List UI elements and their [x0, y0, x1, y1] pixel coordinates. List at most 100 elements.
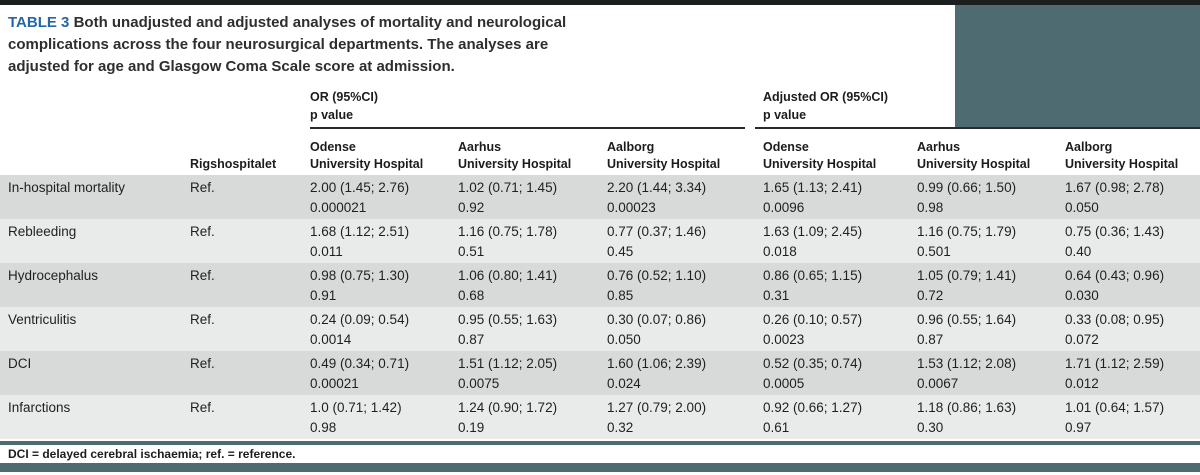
or-ci-p-cell: 0.52 (0.35; 0.74) 0.0005	[755, 351, 909, 394]
ref-cell: Ref.	[190, 180, 215, 195]
or-value: 1.06 (0.80; 1.41)	[458, 268, 558, 283]
p-value: 0.012	[1065, 376, 1099, 391]
p-value: 0.018	[763, 244, 797, 259]
p-value: 0.0075	[458, 376, 500, 391]
or-value: 1.18 (0.86; 1.63)	[917, 400, 1017, 415]
column-header-aalborg-unadjusted: Aalborg University Hospital	[607, 140, 721, 171]
footnote-top-rule	[0, 441, 1200, 445]
or-ci-p-cell: 1.51 (1.12; 2.05) 0.0075	[450, 351, 599, 394]
row-label: Rebleeding	[8, 224, 77, 239]
or-ci-p-cell: 0.96 (0.55; 1.64) 0.87	[909, 307, 1057, 350]
column-header-odense-unadjusted: Odense University Hospital	[310, 140, 424, 171]
p-value: 0.98	[917, 200, 944, 215]
or-ci-p-cell: 1.68 (1.12; 2.51) 0.011	[302, 219, 450, 262]
p-value: 0.91	[310, 288, 337, 303]
column-header-aalborg-adjusted: Aalborg University Hospital	[1065, 140, 1179, 171]
p-value: 0.050	[1065, 200, 1099, 215]
caption-line-3: adjusted for age and Glasgow Coma Scale …	[8, 58, 455, 75]
row-label: Infarctions	[8, 400, 71, 415]
p-value: 0.31	[763, 288, 790, 303]
p-value: 0.00023	[607, 200, 656, 215]
or-ci-p-cell: 1.27 (0.79; 2.00) 0.32	[599, 395, 755, 438]
or-value: 1.63 (1.09; 2.45)	[763, 224, 863, 239]
ref-cell: Ref.	[190, 400, 215, 415]
or-value: 0.26 (0.10; 0.57)	[763, 312, 863, 327]
p-value: 0.98	[310, 420, 337, 435]
p-value: 0.40	[1065, 244, 1092, 259]
table-caption: TABLE 3 Both unadjusted and adjusted ana…	[8, 12, 608, 78]
or-value: 0.64 (0.43; 0.96)	[1065, 268, 1165, 283]
or-value: 0.75 (0.36; 1.43)	[1065, 224, 1165, 239]
or-ci-p-cell: 0.33 (0.08; 0.95) 0.072	[1057, 307, 1200, 350]
p-value: 0.45	[607, 244, 634, 259]
column-header-rigshospitalet: Rigshospitalet	[190, 157, 277, 171]
or-value: 1.60 (1.06; 2.39)	[607, 356, 707, 371]
or-ci-p-cell: 0.24 (0.09; 0.54) 0.0014	[302, 307, 450, 350]
p-value: 0.0023	[763, 332, 805, 347]
or-ci-p-cell: 0.30 (0.07; 0.86) 0.050	[599, 307, 755, 350]
or-value: 1.16 (0.75; 1.78)	[458, 224, 558, 239]
or-value: 1.16 (0.75; 1.79)	[917, 224, 1017, 239]
p-value: 0.0005	[763, 376, 805, 391]
or-value: 1.05 (0.79; 1.41)	[917, 268, 1017, 283]
table-row-infarctions: Infarctions Ref. 1.0 (0.71; 1.42) 0.98 1…	[0, 395, 1200, 439]
or-value: 1.01 (0.64; 1.57)	[1065, 400, 1165, 415]
or-ci-p-cell: 1.60 (1.06; 2.39) 0.024	[599, 351, 755, 394]
or-ci-p-cell: 1.16 (0.75; 1.79) 0.501	[909, 219, 1057, 262]
or-ci-p-cell: 1.71 (1.12; 2.59) 0.012	[1057, 351, 1200, 394]
or-ci-p-cell: 1.53 (1.12; 2.08) 0.0067	[909, 351, 1057, 394]
or-value: 0.30 (0.07; 0.86)	[607, 312, 707, 327]
or-value: 0.98 (0.75; 1.30)	[310, 268, 410, 283]
column-header-aarhus-adjusted: Aarhus University Hospital	[917, 140, 1031, 171]
or-value: 1.24 (0.90; 1.72)	[458, 400, 558, 415]
teal-accent-block	[955, 5, 1200, 127]
p-value: 0.97	[1065, 420, 1092, 435]
or-ci-p-cell: 1.63 (1.09; 2.45) 0.018	[755, 219, 909, 262]
or-value: 1.67 (0.98; 2.78)	[1065, 180, 1165, 195]
table-row-ventriculitis: Ventriculitis Ref. 0.24 (0.09; 0.54) 0.0…	[0, 307, 1200, 351]
p-value: 0.0067	[917, 376, 959, 391]
group-header-or: OR (95%CI) p value	[310, 88, 745, 129]
or-value: 0.92 (0.66; 1.27)	[763, 400, 863, 415]
row-label: Hydrocephalus	[8, 268, 99, 283]
p-value: 0.68	[458, 288, 485, 303]
p-value: 0.92	[458, 200, 485, 215]
footnote: DCI = delayed cerebral ischaemia; ref. =…	[8, 447, 296, 461]
p-value: 0.51	[458, 244, 485, 259]
or-ci-p-cell: 2.20 (1.44; 3.34) 0.00023	[599, 175, 755, 218]
table-row-dci: DCI Ref. 0.49 (0.34; 0.71) 0.00021 1.51 …	[0, 351, 1200, 395]
or-value: 1.0 (0.71; 1.42)	[310, 400, 402, 415]
or-value: 2.20 (1.44; 3.34)	[607, 180, 707, 195]
or-ci-p-cell: 1.01 (0.64; 1.57) 0.97	[1057, 395, 1200, 438]
or-ci-p-cell: 0.92 (0.66; 1.27) 0.61	[755, 395, 909, 438]
or-ci-p-cell: 1.67 (0.98; 2.78) 0.050	[1057, 175, 1200, 218]
or-ci-p-cell: 1.16 (0.75; 1.78) 0.51	[450, 219, 599, 262]
caption-line-1: Both unadjusted and adjusted analyses of…	[73, 14, 567, 31]
p-value: 0.501	[917, 244, 951, 259]
or-value: 0.95 (0.55; 1.63)	[458, 312, 558, 327]
table-row-in-hospital-mortality: In-hospital mortality Ref. 2.00 (1.45; 2…	[0, 175, 1200, 219]
p-value: 0.011	[310, 244, 343, 259]
p-value: 0.72	[917, 288, 944, 303]
or-value: 0.33 (0.08; 0.95)	[1065, 312, 1165, 327]
p-value: 0.30	[917, 420, 944, 435]
or-ci-p-cell: 2.00 (1.45; 2.76) 0.000021	[302, 175, 450, 218]
p-value: 0.87	[458, 332, 485, 347]
or-value: 1.65 (1.13; 2.41)	[763, 180, 863, 195]
or-ci-p-cell: 0.26 (0.10; 0.57) 0.0023	[755, 307, 909, 350]
or-value: 1.71 (1.12; 2.59)	[1065, 356, 1165, 371]
table-row-hydrocephalus: Hydrocephalus Ref. 0.98 (0.75; 1.30) 0.9…	[0, 263, 1200, 307]
or-value: 1.68 (1.12; 2.51)	[310, 224, 410, 239]
or-value: 1.27 (0.79; 2.00)	[607, 400, 707, 415]
or-value: 0.49 (0.34; 0.71)	[310, 356, 410, 371]
group-header-adjusted-or: Adjusted OR (95%CI) p value	[755, 88, 1200, 129]
or-ci-p-cell: 1.0 (0.71; 1.42) 0.98	[302, 395, 450, 438]
group-header-or-subtitle: p value	[310, 108, 354, 122]
caption-label: TABLE 3	[8, 14, 70, 31]
or-value: 0.77 (0.37; 1.46)	[607, 224, 707, 239]
or-value: 0.24 (0.09; 0.54)	[310, 312, 410, 327]
or-ci-p-cell: 1.06 (0.80; 1.41) 0.68	[450, 263, 599, 306]
or-value: 1.02 (0.71; 1.45)	[458, 180, 558, 195]
ref-cell: Ref.	[190, 224, 215, 239]
